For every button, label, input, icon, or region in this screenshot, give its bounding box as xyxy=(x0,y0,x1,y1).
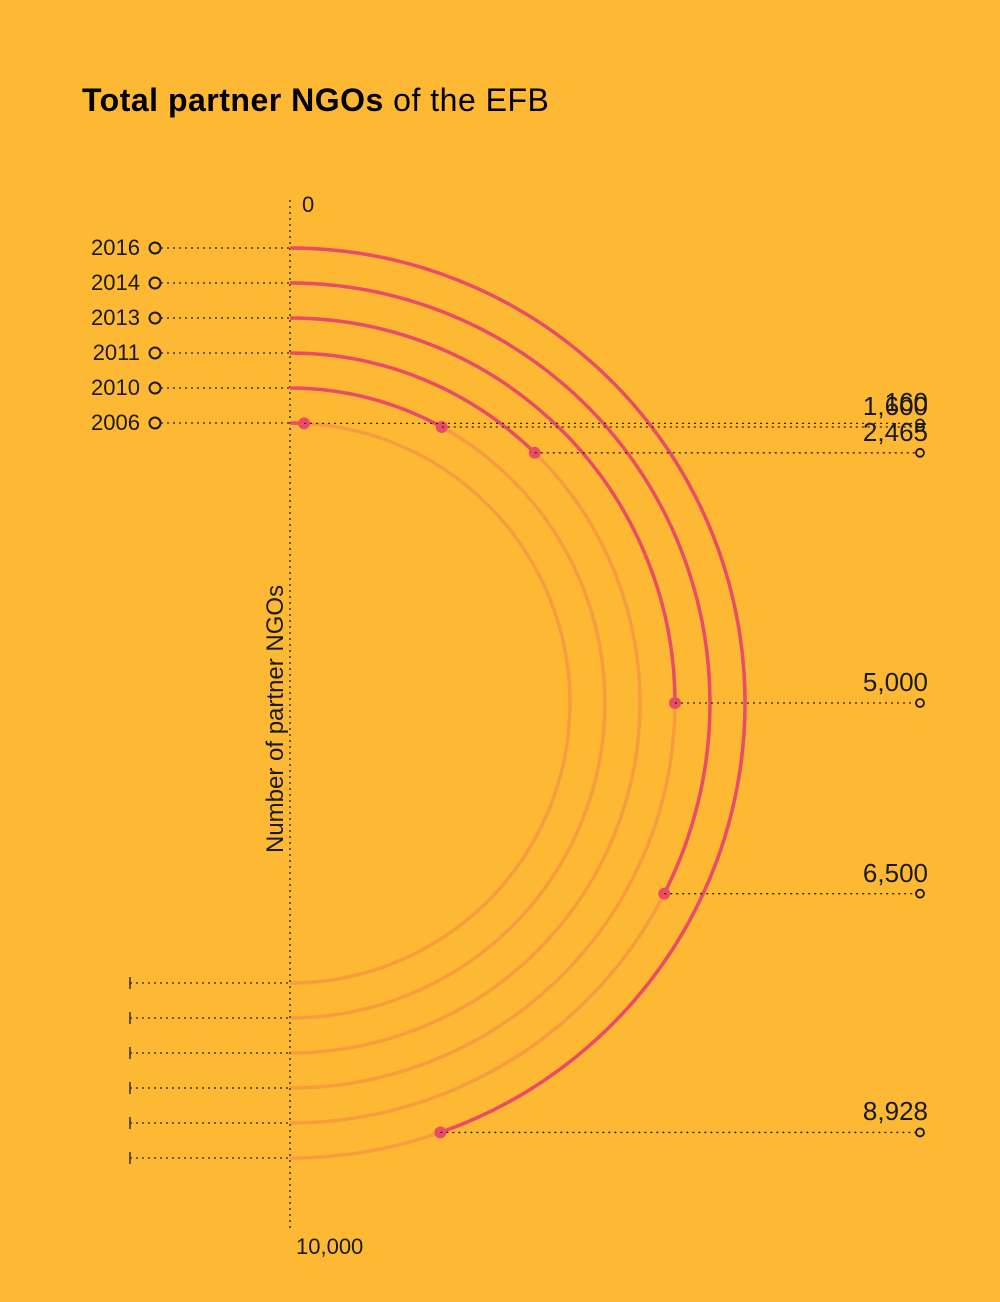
chart-title: Total partner NGOs of the EFB xyxy=(82,82,549,119)
value-label: 8,928 xyxy=(863,1096,928,1127)
value-label: 6,500 xyxy=(863,858,928,889)
year-label: 2011 xyxy=(70,340,140,366)
year-label: 2014 xyxy=(70,270,140,296)
year-label: 2016 xyxy=(70,235,140,261)
y-axis-label: Number of partner NGOs xyxy=(262,585,290,853)
value-arc xyxy=(290,318,675,703)
value-arc xyxy=(290,388,442,427)
radial-chart-svg xyxy=(0,0,1000,1302)
value-label: 160 xyxy=(885,387,928,418)
arc-guide xyxy=(290,388,605,1018)
title-bold: Total partner NGOs xyxy=(82,82,384,118)
value-arc xyxy=(290,283,710,894)
arc-guide xyxy=(290,423,570,983)
year-label: 2006 xyxy=(70,410,140,436)
chart-canvas xyxy=(0,0,1000,1302)
value-arc xyxy=(290,248,745,1132)
value-label: 5,000 xyxy=(863,667,928,698)
year-label: 2013 xyxy=(70,305,140,331)
value-arc xyxy=(290,353,535,453)
year-label: 2010 xyxy=(70,375,140,401)
scale-label-top: 0 xyxy=(302,192,314,218)
arc-guide xyxy=(290,283,710,1123)
scale-label-bottom: 10,000 xyxy=(296,1234,363,1260)
title-light: of the EFB xyxy=(384,82,550,118)
arc-guide xyxy=(290,318,675,1088)
